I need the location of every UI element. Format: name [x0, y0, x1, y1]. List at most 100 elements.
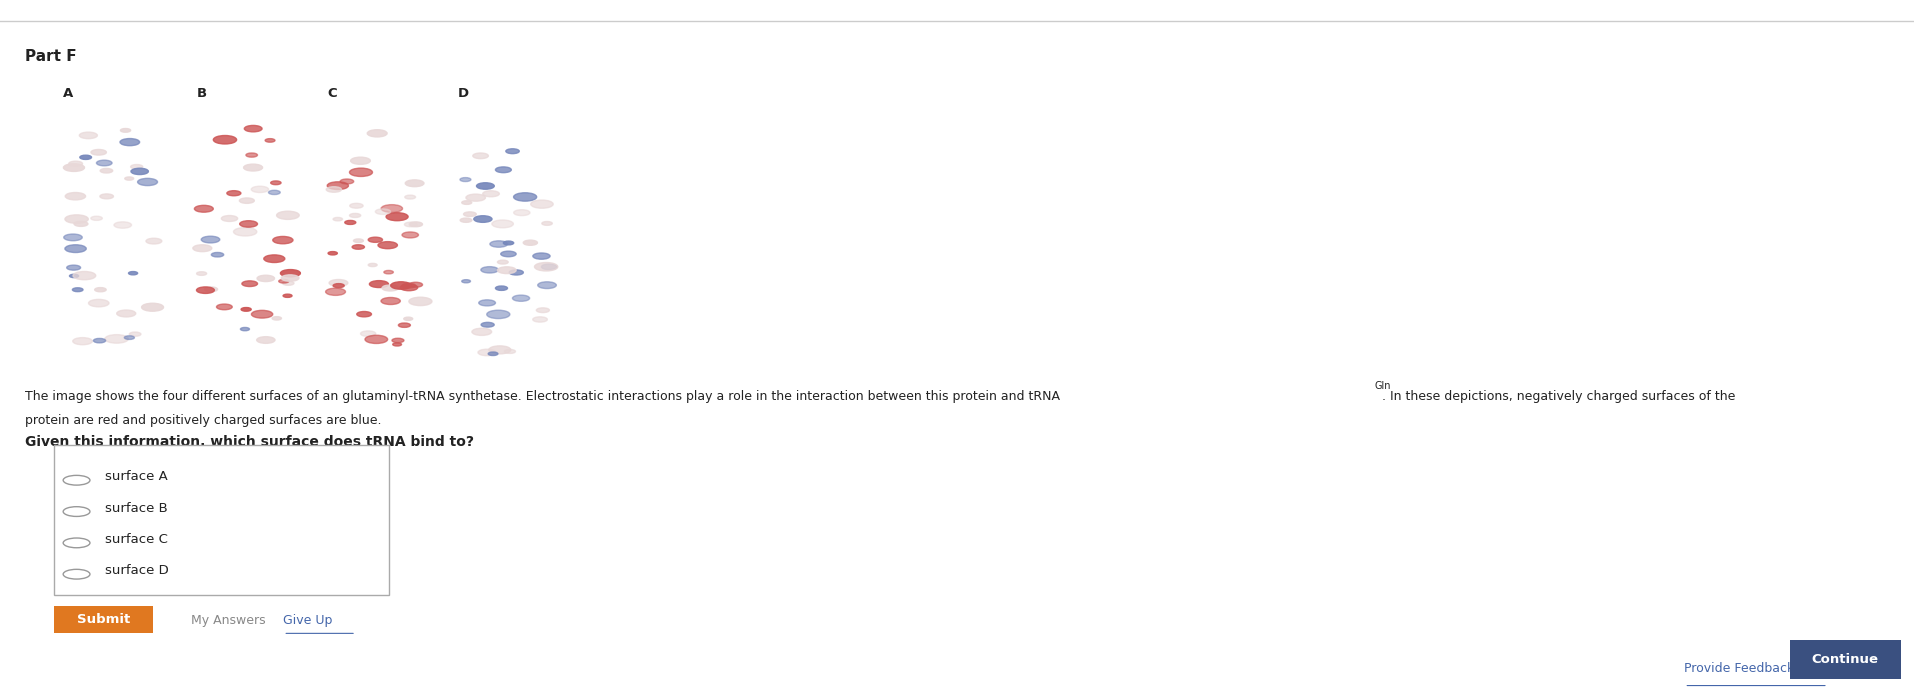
Circle shape	[461, 200, 471, 205]
Circle shape	[406, 180, 425, 187]
Circle shape	[398, 323, 410, 327]
FancyBboxPatch shape	[54, 445, 389, 595]
Circle shape	[375, 209, 390, 214]
Circle shape	[465, 194, 486, 201]
Circle shape	[94, 287, 105, 292]
Circle shape	[501, 251, 517, 257]
Circle shape	[197, 271, 207, 276]
Circle shape	[100, 168, 113, 173]
Text: . In these depictions, negatively charged surfaces of the: . In these depictions, negatively charge…	[1382, 390, 1736, 403]
Text: protein are red and positively charged surfaces are blue.: protein are red and positively charged s…	[25, 414, 381, 427]
Circle shape	[212, 136, 237, 144]
Circle shape	[80, 155, 92, 159]
Circle shape	[542, 264, 557, 269]
Circle shape	[201, 236, 220, 243]
Text: surface A: surface A	[105, 470, 168, 483]
Circle shape	[350, 214, 360, 217]
Circle shape	[480, 267, 498, 273]
Circle shape	[239, 198, 255, 203]
Circle shape	[193, 245, 212, 252]
Circle shape	[272, 317, 281, 320]
Text: Part F: Part F	[25, 49, 77, 64]
Circle shape	[325, 288, 346, 295]
Circle shape	[251, 187, 268, 193]
Text: D: D	[457, 87, 469, 100]
Text: Gln: Gln	[1374, 381, 1391, 391]
Circle shape	[73, 287, 82, 292]
Circle shape	[241, 327, 249, 331]
Circle shape	[245, 125, 262, 132]
Circle shape	[404, 222, 417, 227]
Circle shape	[387, 213, 408, 221]
Circle shape	[486, 310, 509, 319]
Circle shape	[90, 216, 101, 221]
Circle shape	[505, 349, 515, 354]
Circle shape	[400, 284, 417, 291]
Text: A: A	[63, 87, 73, 100]
Circle shape	[350, 157, 371, 164]
Circle shape	[488, 346, 511, 354]
Circle shape	[88, 299, 109, 307]
Circle shape	[283, 294, 293, 297]
Circle shape	[63, 569, 90, 579]
Circle shape	[532, 253, 549, 259]
Circle shape	[509, 270, 523, 275]
Circle shape	[211, 253, 224, 257]
Circle shape	[234, 228, 256, 236]
Circle shape	[385, 271, 394, 274]
Circle shape	[461, 280, 471, 283]
Circle shape	[216, 304, 232, 310]
Circle shape	[463, 212, 477, 216]
Circle shape	[341, 179, 354, 184]
Text: surface B: surface B	[105, 502, 168, 514]
Circle shape	[121, 139, 140, 145]
Circle shape	[117, 310, 136, 317]
Circle shape	[73, 271, 96, 280]
Circle shape	[367, 237, 383, 242]
Circle shape	[542, 221, 553, 226]
Circle shape	[478, 349, 496, 356]
Circle shape	[410, 282, 423, 287]
Text: B: B	[197, 87, 207, 100]
Circle shape	[333, 217, 343, 221]
Circle shape	[130, 164, 144, 169]
Circle shape	[63, 507, 90, 516]
Circle shape	[369, 280, 389, 287]
Circle shape	[92, 150, 107, 155]
Circle shape	[477, 183, 494, 189]
Circle shape	[488, 352, 498, 356]
Circle shape	[96, 160, 113, 166]
Circle shape	[283, 281, 295, 285]
Circle shape	[78, 132, 98, 139]
Circle shape	[383, 285, 398, 291]
Circle shape	[480, 322, 494, 327]
Circle shape	[268, 190, 279, 195]
Circle shape	[130, 168, 149, 175]
Circle shape	[65, 193, 86, 200]
Circle shape	[278, 211, 299, 219]
Circle shape	[377, 242, 398, 248]
Circle shape	[75, 221, 88, 226]
Circle shape	[505, 149, 519, 154]
Circle shape	[94, 338, 105, 343]
Circle shape	[327, 251, 337, 255]
Text: C: C	[327, 87, 337, 100]
Circle shape	[410, 297, 433, 306]
Circle shape	[496, 167, 511, 173]
Circle shape	[67, 265, 80, 270]
Circle shape	[251, 310, 272, 318]
Circle shape	[402, 283, 415, 288]
Circle shape	[367, 129, 387, 137]
Circle shape	[256, 337, 276, 343]
Circle shape	[197, 287, 214, 294]
Circle shape	[69, 274, 78, 278]
Circle shape	[534, 262, 557, 271]
Text: Submit: Submit	[77, 613, 130, 626]
Circle shape	[241, 308, 251, 311]
Circle shape	[475, 216, 492, 222]
Circle shape	[345, 221, 356, 224]
Text: surface C: surface C	[105, 533, 168, 546]
Circle shape	[325, 187, 341, 192]
Circle shape	[459, 177, 471, 182]
Circle shape	[490, 241, 507, 247]
